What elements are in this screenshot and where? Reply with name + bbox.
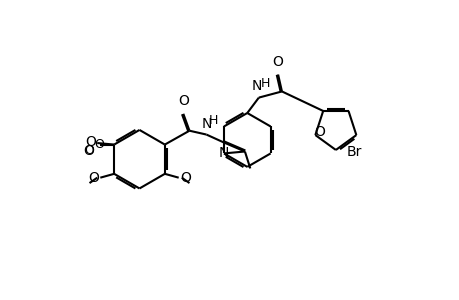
- Text: O: O: [94, 138, 103, 151]
- Text: O: O: [84, 144, 94, 157]
- Text: Br: Br: [346, 145, 361, 158]
- Text: O: O: [272, 55, 283, 69]
- Text: O: O: [314, 125, 325, 139]
- Text: N: N: [218, 146, 228, 160]
- Text: H: H: [261, 77, 270, 90]
- Text: O: O: [88, 171, 99, 185]
- Text: O: O: [84, 135, 95, 149]
- Text: O: O: [180, 171, 190, 185]
- Text: O: O: [178, 94, 188, 108]
- Text: O: O: [83, 144, 94, 158]
- Text: H: H: [208, 114, 218, 127]
- Text: N: N: [252, 79, 262, 93]
- Text: N: N: [201, 117, 211, 131]
